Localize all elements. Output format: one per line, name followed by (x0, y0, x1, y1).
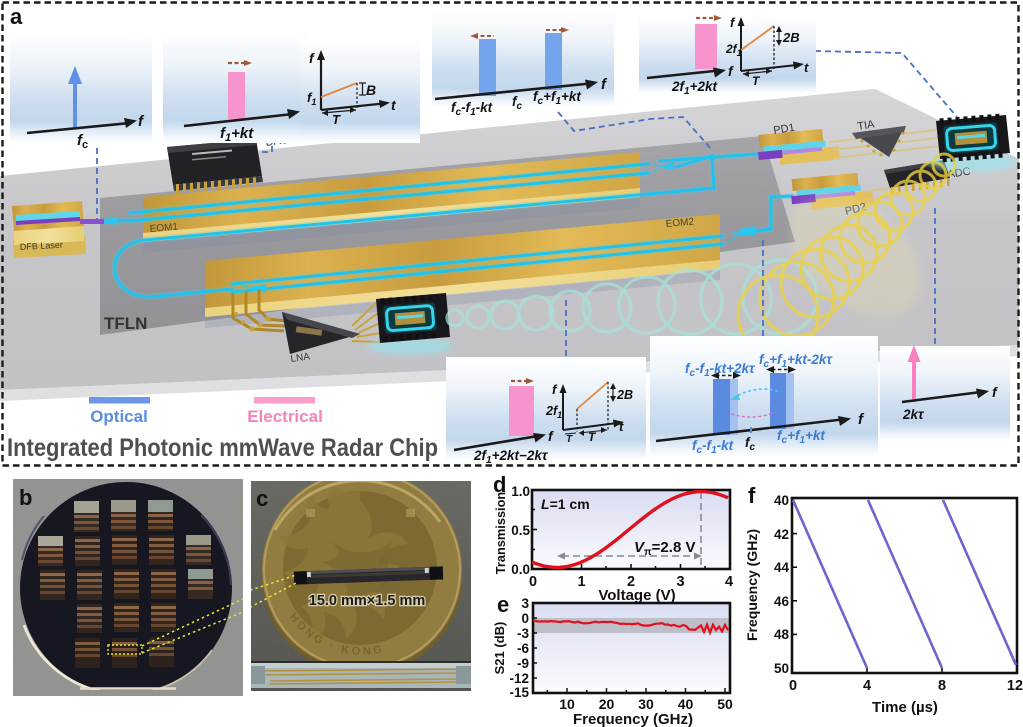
svg-text:f1: f1 (307, 90, 316, 107)
svg-text:fc-f1-kt: fc-f1-kt (692, 438, 734, 456)
svg-text:f: f (858, 411, 865, 428)
svg-text:fc+f1+kt-2kτ: fc+f1+kt-2kτ (759, 352, 833, 370)
svg-text:fc+f1+kt: fc+f1+kt (533, 89, 581, 107)
svg-text:Integrated Photonic mmWave Rad: Integrated Photonic mmWave Radar Chip (7, 434, 438, 462)
svg-text:-9: -9 (517, 656, 529, 671)
svg-text:46: 46 (774, 594, 790, 609)
svg-text:f: f (992, 384, 998, 400)
svg-text:f: f (138, 113, 145, 130)
svg-text:0.0: 0.0 (511, 562, 530, 577)
svg-text:t: t (391, 97, 397, 113)
svg-text:PD1: PD1 (773, 122, 796, 137)
svg-text:fc+f1+kt: fc+f1+kt (777, 428, 825, 446)
svg-text:c: c (256, 486, 268, 511)
svg-text:DFB Laser: DFB Laser (20, 240, 63, 252)
svg-text:d: d (493, 472, 506, 497)
svg-text:b: b (19, 485, 32, 510)
svg-text:f: f (730, 15, 736, 30)
svg-text:f: f (728, 63, 734, 79)
svg-text:f: f (548, 428, 554, 444)
svg-text:B: B (366, 82, 376, 98)
svg-text:Vπ=2.8 V: Vπ=2.8 V (634, 539, 695, 558)
svg-text:T: T (566, 434, 573, 445)
svg-text:f: f (552, 382, 558, 397)
svg-text:3: 3 (521, 596, 529, 611)
svg-text:1.0: 1.0 (511, 484, 530, 499)
svg-text:2B: 2B (782, 30, 800, 45)
svg-text:T: T (752, 74, 761, 88)
svg-text:-12: -12 (509, 671, 529, 686)
svg-text:Frequency (GHz): Frequency (GHz) (573, 711, 693, 727)
svg-text:50: 50 (717, 696, 733, 712)
svg-text:15.0 mm×1.5 mm: 15.0 mm×1.5 mm (309, 593, 425, 609)
svg-text:4: 4 (725, 574, 733, 590)
svg-text:8: 8 (938, 678, 946, 694)
svg-text:Voltage (V): Voltage (V) (598, 587, 675, 604)
svg-text:-6: -6 (517, 641, 529, 656)
svg-text:40: 40 (774, 493, 789, 508)
svg-text:12: 12 (1007, 678, 1023, 694)
svg-text:f: f (601, 76, 608, 93)
svg-text:40: 40 (678, 696, 694, 712)
svg-text:T: T (332, 112, 341, 127)
svg-text:f: f (748, 483, 756, 508)
svg-text:EOM1: EOM1 (149, 222, 179, 235)
svg-text:Frequency (GHz): Frequency (GHz) (744, 529, 760, 641)
svg-text:20: 20 (599, 696, 615, 712)
svg-text:f: f (309, 50, 315, 66)
svg-text:44: 44 (774, 560, 790, 575)
svg-text:a: a (10, 4, 23, 29)
svg-text:2: 2 (627, 574, 635, 590)
svg-text:fc: fc (512, 94, 523, 112)
svg-text:1: 1 (577, 574, 585, 590)
svg-text:TIA: TIA (857, 118, 876, 133)
svg-text:0: 0 (521, 611, 529, 626)
svg-text:-3: -3 (517, 626, 529, 641)
svg-text:4: 4 (863, 678, 871, 694)
svg-text:f1+kt: f1+kt (220, 125, 254, 144)
svg-text:TFLN: TFLN (104, 314, 147, 333)
svg-text:0: 0 (789, 678, 797, 694)
svg-text:t: t (619, 419, 624, 434)
svg-text:Time (µs): Time (µs) (872, 699, 938, 716)
svg-text:42: 42 (774, 527, 789, 542)
svg-text:2B: 2B (616, 388, 633, 402)
svg-text:3: 3 (676, 574, 684, 590)
svg-text:0: 0 (529, 574, 537, 590)
svg-text:fc: fc (77, 132, 88, 151)
svg-text:-15: -15 (509, 685, 529, 700)
svg-text:EOM2: EOM2 (665, 217, 695, 230)
svg-text:e: e (497, 592, 509, 617)
svg-text:0.5: 0.5 (511, 523, 530, 538)
svg-text:fc-f1-kt+2kτ: fc-f1-kt+2kτ (685, 361, 756, 379)
svg-text:48: 48 (774, 627, 790, 642)
svg-text:Electrical: Electrical (247, 407, 323, 426)
svg-text:30: 30 (638, 696, 654, 712)
svg-text:T: T (588, 430, 597, 444)
svg-text:2f1+2kt−2kτ: 2f1+2kt−2kτ (473, 448, 549, 466)
svg-text:2kτ: 2kτ (902, 407, 925, 422)
svg-text:S21 (dB): S21 (dB) (492, 622, 507, 675)
svg-text:LNA: LNA (290, 351, 311, 365)
svg-text:2f1+2kt: 2f1+2kt (671, 79, 717, 97)
svg-text:Transmission: Transmission (493, 492, 508, 575)
svg-text:L=1 cm: L=1 cm (541, 496, 590, 512)
svg-text:10: 10 (559, 696, 575, 712)
svg-text:Optical: Optical (90, 407, 148, 426)
svg-text:t: t (804, 60, 809, 75)
svg-text:fc: fc (745, 435, 756, 453)
svg-text:fc-f1-kt: fc-f1-kt (451, 100, 493, 118)
svg-text:50: 50 (774, 661, 789, 676)
